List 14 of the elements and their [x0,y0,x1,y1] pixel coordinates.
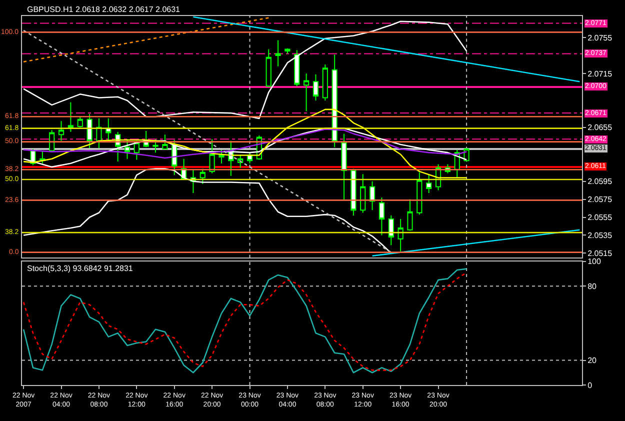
y-tick-label: 20 [588,356,598,366]
y-tick-label: 2.0715 [588,69,613,78]
chart-title: GBPUSD.H1 2.0618 2.0632 2.0617 2.0631 [27,5,181,14]
y-tick-label: 100 [588,257,602,266]
y-tick-label: 0 [588,380,593,390]
y-tick-label: 2.0595 [588,177,613,186]
chart-title: Stoch(5,3,3) 93.6842 91.2831 [27,264,134,273]
y-tick-label: 2.0535 [588,231,613,240]
y-tick-label: 2.0755 [588,33,613,42]
y-tick-label: 80 [588,282,598,291]
y-tick-label: 2.0575 [588,195,613,204]
y-tick-label: 2.0655 [588,123,613,132]
y-tick-label: 2.0515 [588,249,613,258]
y-tick-label: 2.0555 [588,213,613,222]
